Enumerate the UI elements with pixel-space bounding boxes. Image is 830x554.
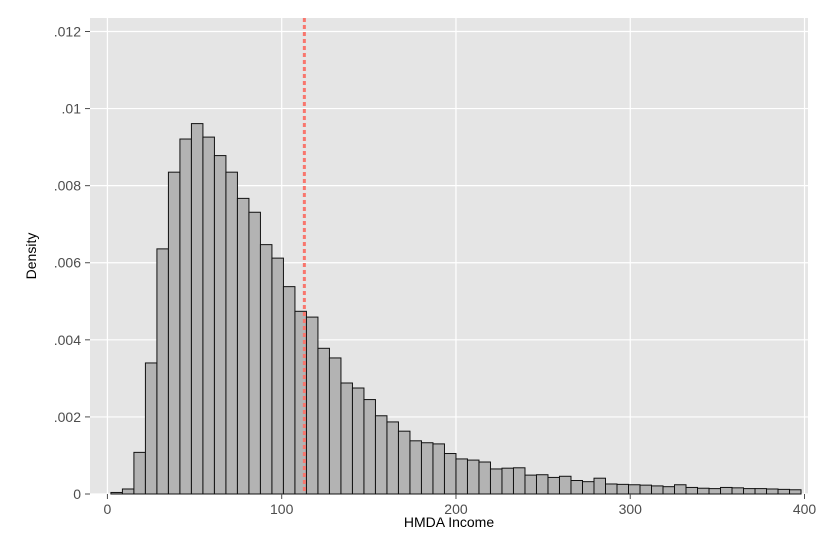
histogram-bar bbox=[363, 399, 376, 495]
y-tick-label: .012 bbox=[54, 23, 81, 39]
histogram-bar bbox=[685, 486, 699, 495]
histogram-bar bbox=[305, 316, 319, 495]
y-tick-label: .008 bbox=[54, 178, 81, 194]
histogram-bar bbox=[777, 488, 791, 495]
histogram-bar bbox=[225, 171, 238, 495]
histogram-bar bbox=[743, 488, 756, 495]
histogram-bar bbox=[340, 382, 353, 495]
histogram-bar bbox=[754, 488, 768, 495]
y-tick-label: .004 bbox=[54, 332, 81, 348]
histogram-bar bbox=[720, 486, 733, 495]
histogram-bar bbox=[144, 362, 158, 495]
histogram-bar bbox=[328, 357, 342, 495]
histogram-bar bbox=[179, 138, 192, 495]
histogram-bar bbox=[259, 244, 273, 495]
x-tick-label: 300 bbox=[619, 501, 643, 517]
histogram-bar bbox=[535, 474, 549, 495]
histogram-bar bbox=[593, 477, 606, 495]
histogram-bar bbox=[156, 248, 169, 495]
histogram-bar bbox=[248, 211, 261, 495]
histogram-bars bbox=[110, 123, 802, 495]
histogram-bar bbox=[570, 480, 583, 495]
histogram-bar bbox=[639, 484, 653, 495]
histogram-bar bbox=[766, 488, 779, 495]
histogram-bar bbox=[202, 136, 215, 495]
histogram-bar bbox=[351, 387, 365, 495]
histogram-bar bbox=[167, 171, 181, 495]
axis-ticks: 0 100 200 300 400 0 .002 .004 .006 .008 .01 .012 bbox=[54, 23, 817, 517]
histogram-bar bbox=[133, 451, 146, 495]
histogram-bar bbox=[628, 484, 641, 495]
histogram-bar bbox=[547, 476, 560, 495]
histogram-bar bbox=[397, 430, 411, 495]
histogram-bar bbox=[443, 453, 457, 495]
histogram-bar bbox=[317, 347, 330, 495]
histogram-bar bbox=[616, 483, 629, 495]
histogram-bar bbox=[110, 491, 123, 495]
histogram-bar bbox=[420, 442, 434, 495]
histogram-bar bbox=[121, 488, 135, 495]
histogram-bar bbox=[697, 487, 710, 495]
histogram-bar bbox=[386, 421, 399, 495]
histogram-bar bbox=[731, 487, 745, 495]
x-tick-label: 0 bbox=[104, 501, 112, 517]
histogram-bar bbox=[708, 488, 722, 495]
histogram-bar bbox=[489, 468, 503, 495]
x-tick-label: 200 bbox=[444, 501, 468, 517]
histogram-bar bbox=[478, 461, 491, 495]
histogram-bar bbox=[581, 481, 595, 495]
histogram-bar bbox=[282, 286, 296, 495]
x-axis-title: HMDA Income bbox=[404, 514, 494, 530]
histogram-bar bbox=[409, 440, 422, 495]
histogram-bar bbox=[604, 483, 618, 495]
x-tick-label: 400 bbox=[793, 501, 817, 517]
histogram-bar bbox=[190, 123, 204, 495]
histogram-bar bbox=[213, 155, 227, 495]
histogram-bar bbox=[501, 467, 514, 495]
histogram-bar bbox=[524, 474, 537, 495]
histogram-bar bbox=[558, 475, 572, 495]
x-tick-label: 100 bbox=[270, 501, 294, 517]
histogram-bar bbox=[455, 458, 468, 495]
histogram-bar bbox=[432, 443, 445, 495]
histogram-bar bbox=[674, 484, 687, 495]
histogram-bar bbox=[466, 459, 480, 495]
histogram-bar bbox=[651, 485, 664, 495]
y-tick-label: .01 bbox=[62, 101, 82, 117]
y-tick-label: .006 bbox=[54, 255, 81, 271]
histogram-bar bbox=[512, 467, 526, 495]
histogram-bar bbox=[236, 197, 250, 495]
histogram-bar bbox=[789, 489, 802, 495]
y-axis-title: Density bbox=[23, 233, 39, 280]
histogram-bar bbox=[374, 415, 388, 495]
y-tick-label: 0 bbox=[73, 486, 81, 502]
histogram-bar bbox=[662, 486, 676, 495]
histogram-bar bbox=[271, 257, 284, 495]
y-tick-label: .002 bbox=[54, 409, 81, 425]
